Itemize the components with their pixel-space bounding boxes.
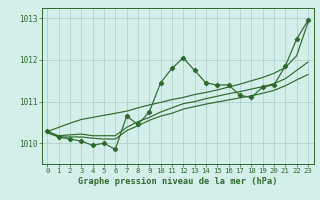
X-axis label: Graphe pression niveau de la mer (hPa): Graphe pression niveau de la mer (hPa) bbox=[78, 177, 277, 186]
